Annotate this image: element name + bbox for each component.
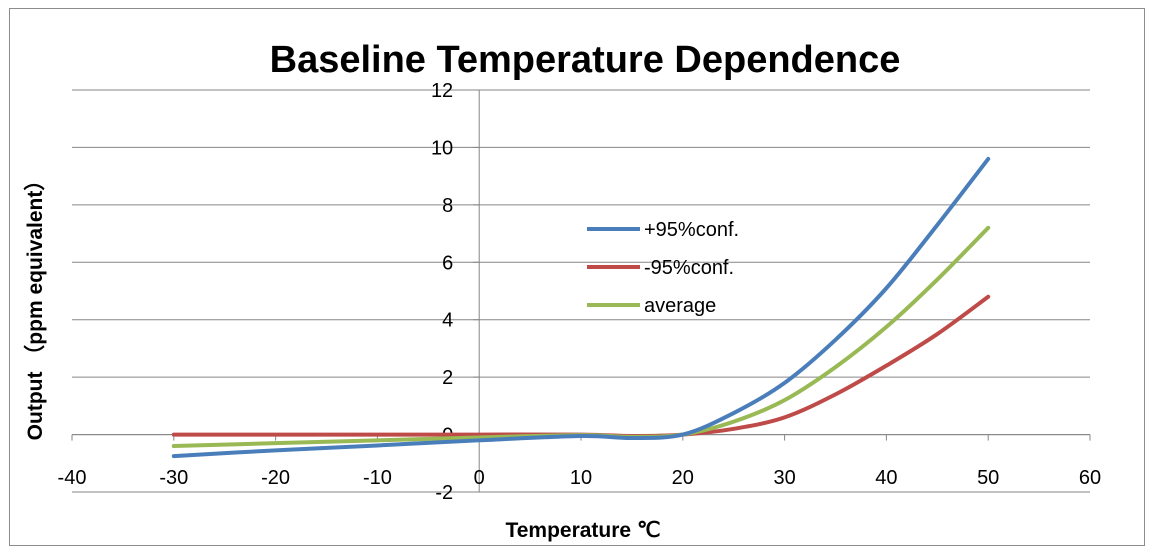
- x-axis-label: Temperature ℃: [505, 519, 660, 542]
- y-tick-label: 8: [442, 195, 453, 217]
- x-tick-label: 10: [570, 467, 592, 489]
- x-tick-label: 30: [773, 467, 795, 489]
- y-tick-label: 2: [442, 367, 453, 389]
- series-line--95-conf-: [171, 294, 991, 439]
- y-tick-label: -2: [435, 482, 453, 504]
- grid-lines: [72, 89, 1090, 493]
- y-tick-label: 4: [442, 310, 453, 332]
- series-lines: [171, 156, 991, 459]
- legend-label: -95%conf.: [644, 257, 734, 279]
- y-tick-label: 12: [431, 80, 453, 102]
- chart-title: Baseline Temperature Dependence: [270, 39, 901, 81]
- legend: +95%conf. -95%conf. average: [587, 219, 739, 317]
- x-tick-label: 0: [474, 467, 485, 489]
- y-axis-label: Output （ppm equivalent）: [23, 170, 47, 441]
- series-line--95-conf-: [171, 156, 991, 459]
- x-tick-label: -30: [159, 467, 188, 489]
- y-tick-label: 10: [431, 137, 453, 159]
- x-tick-label: -20: [261, 467, 290, 489]
- legend-label: average: [644, 295, 716, 317]
- x-tick-label: 60: [1079, 467, 1101, 489]
- x-tick-label: -10: [363, 467, 392, 489]
- x-tick-labels: -40 -30 -20 -10 0 10 20 30 40 50 60: [58, 467, 1102, 489]
- x-tick-label: -40: [58, 467, 87, 489]
- x-tick-label: 50: [977, 467, 999, 489]
- x-tick-label: 40: [875, 467, 897, 489]
- y-tick-label: 6: [442, 252, 453, 274]
- x-tick-label: 20: [672, 467, 694, 489]
- legend-label: +95%conf.: [644, 219, 739, 241]
- series-line-average: [171, 225, 991, 449]
- axes: [71, 89, 1091, 493]
